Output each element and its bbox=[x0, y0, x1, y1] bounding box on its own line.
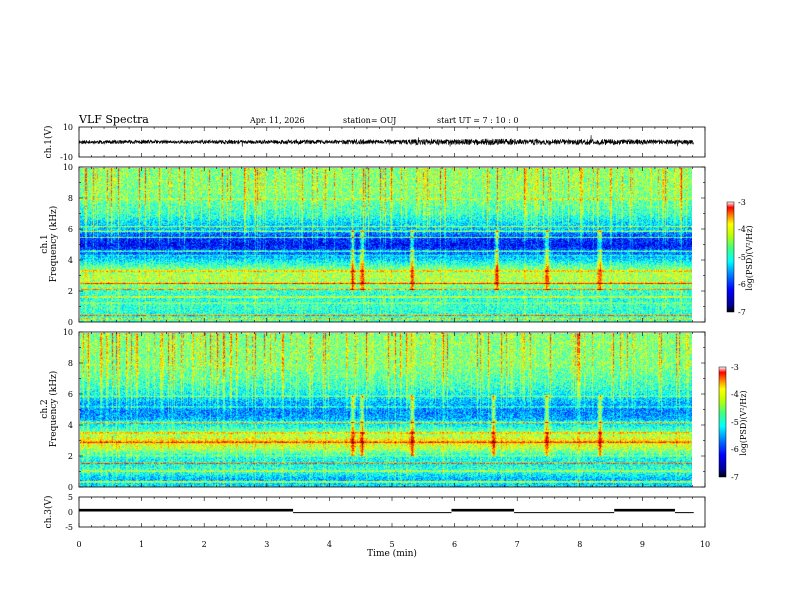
ch2-frequency-ylabel: Frequency (kHz) bbox=[48, 371, 59, 448]
time-tick-label-2: 2 bbox=[202, 540, 207, 549]
ch1-ytick-top: 10 bbox=[63, 123, 73, 132]
ch2-spectrogram-image-holder bbox=[79, 332, 692, 487]
figure-title: VLF Spectra bbox=[78, 113, 149, 126]
ch2-cbar-tick-m7: -7 bbox=[731, 473, 739, 482]
ch3-ylabel: ch.3(V) bbox=[43, 496, 54, 529]
ch2-ytick-10: 10 bbox=[63, 328, 73, 337]
ch1-spectrogram-image bbox=[79, 167, 692, 322]
ch1-spectrogram-panel: 0 2 4 6 8 10 ch.1 Frequency (kHz) -3 -4 … bbox=[40, 163, 754, 327]
ch1-ytick-8: 8 bbox=[68, 194, 73, 203]
ch2-channel-label: ch.2 bbox=[40, 399, 50, 418]
ch1-ytick-6: 6 bbox=[68, 225, 73, 234]
ch2-colorbar bbox=[718, 366, 727, 478]
ch2-ytick-6: 6 bbox=[68, 390, 73, 399]
ch2-frequency-ticks: 0 2 4 6 8 10 bbox=[63, 328, 73, 492]
ch2-cbar-tick-m6: -6 bbox=[731, 445, 739, 454]
ch2-cbar-tick-m3: -3 bbox=[731, 363, 739, 372]
ch3-signal-trace bbox=[79, 508, 694, 514]
axis-tick-marks bbox=[78, 127, 706, 527]
ch2-spectrogram-image bbox=[79, 332, 692, 487]
time-tick-label-6: 6 bbox=[452, 540, 457, 549]
ch2-cbar-tick-m4: -4 bbox=[731, 390, 739, 399]
ch1-waveform-ylabel: ch.1(V) bbox=[43, 126, 54, 159]
ch1-ytick-2: 2 bbox=[68, 287, 73, 296]
time-tick-label-7: 7 bbox=[515, 540, 520, 549]
ch1-ytick-bottom: -10 bbox=[60, 153, 73, 162]
ch1-ytick-0: 0 bbox=[68, 318, 73, 327]
station-label: station= OUJ bbox=[343, 116, 396, 125]
time-tick-label-4: 4 bbox=[327, 540, 332, 549]
ch1-ytick-10: 10 bbox=[63, 163, 73, 172]
time-tick-label-8: 8 bbox=[577, 540, 582, 549]
ch1-frequency-ylabel: Frequency (kHz) bbox=[48, 206, 59, 283]
time-tick-label-5: 5 bbox=[389, 540, 394, 549]
ch2-ytick-0: 0 bbox=[68, 483, 73, 492]
time-tick-label-0: 0 bbox=[76, 540, 81, 549]
ch1-cbar-tick-m4: -4 bbox=[738, 225, 746, 234]
ch1-cbar-tick-m6: -6 bbox=[738, 280, 746, 289]
time-axis-label: Time (min) bbox=[367, 548, 417, 559]
ch2-spectrogram-panel: 0 2 4 6 8 10 ch.2 Frequency (kHz) -3 -4 … bbox=[40, 328, 748, 492]
time-tick-label-9: 9 bbox=[640, 540, 645, 549]
ch1-spectrogram-image-holder bbox=[79, 167, 692, 322]
start-ut-label: start UT = 7 : 10 : 0 bbox=[437, 116, 518, 125]
ch1-frequency-ticks: 0 2 4 6 8 10 bbox=[63, 163, 73, 327]
ch2-cbar-tick-m5: -5 bbox=[731, 418, 739, 427]
time-tick-label-10: 10 bbox=[700, 540, 710, 549]
time-tick-label-1: 1 bbox=[139, 540, 144, 549]
ch3-ytick-0: 0 bbox=[68, 508, 73, 517]
ch2-ytick-2: 2 bbox=[68, 452, 73, 461]
ch1-colorbar bbox=[726, 201, 735, 313]
ch1-cbar-tick-m3: -3 bbox=[738, 198, 746, 207]
time-axis-tick-labels: 0 1 2 3 4 5 6 7 8 9 10 bbox=[76, 540, 710, 549]
ch1-ytick-4: 4 bbox=[68, 256, 73, 265]
ch3-signal-panel: 5 0 -5 ch.3(V) 0 1 2 3 4 5 6 7 8 9 10 Time (min) bbox=[43, 493, 710, 559]
date-label: Apr. 11, 2026 bbox=[249, 116, 305, 125]
ch2-colorbar-label: log(PSD)(V²/Hz) bbox=[739, 390, 748, 455]
ch1-waveform-trace bbox=[78, 135, 694, 147]
ch1-channel-label: ch.1 bbox=[40, 234, 50, 253]
ch1-cbar-tick-m7: -7 bbox=[738, 308, 746, 317]
ch3-ytick-5: 5 bbox=[68, 493, 73, 502]
ch3-signal-frame bbox=[78, 496, 706, 528]
ch1-colorbar-label: log(PSD)(V²/Hz) bbox=[745, 225, 754, 290]
ch1-waveform-panel: 10 -10 ch.1(V) bbox=[43, 123, 706, 162]
ch3-ytick-m5: -5 bbox=[65, 523, 73, 532]
ch1-cbar-tick-m5: -5 bbox=[738, 253, 746, 262]
ch2-ytick-4: 4 bbox=[68, 421, 73, 430]
ch2-ytick-8: 8 bbox=[68, 359, 73, 368]
time-tick-label-3: 3 bbox=[264, 540, 269, 549]
